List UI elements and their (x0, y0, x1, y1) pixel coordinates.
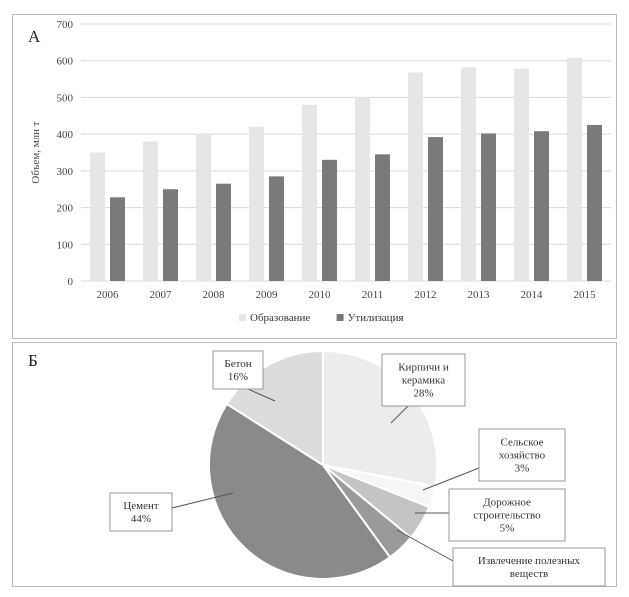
bar-utilization (163, 189, 178, 281)
panel-label-a: А (28, 27, 41, 46)
callout-box (212, 350, 264, 390)
slice-name-label: керамика (402, 375, 445, 387)
x-tick-label: 2011 (362, 289, 384, 301)
bar-chart: 0 100 200 300 400 500 600 700 2006 2007 2008 2009 20… (30, 19, 611, 324)
callout-leader (396, 529, 454, 562)
slice-name-label: Сельское (500, 437, 543, 449)
x-tick-label: 2010 (309, 289, 332, 301)
bar-formation (567, 57, 582, 281)
callout-box (478, 428, 566, 482)
callout-leader (171, 492, 234, 509)
bar-formation (514, 68, 529, 281)
y-tick-label: 400 (57, 129, 74, 141)
pie-chart-panel: Б Кирпичи и керамика 28% Сельское хозяйство 3… (12, 342, 617, 587)
y-axis-title: Объем, млн т (30, 121, 42, 183)
bar-utilization (534, 131, 549, 281)
legend-label: Образование (250, 312, 310, 324)
slice-name-label: хозяйство (499, 450, 546, 462)
x-tick-label: 2014 (521, 289, 544, 301)
slice-name-label: Бетон (224, 358, 251, 370)
y-tick-label: 0 (68, 276, 74, 288)
x-tick-label: 2012 (415, 289, 437, 301)
callout-leader (247, 388, 276, 402)
callout-box (448, 488, 566, 542)
slice-percent-label: 3% (515, 463, 530, 475)
bar-formation (355, 97, 370, 281)
legend-label: Утилизация (348, 312, 404, 324)
callout-box (381, 353, 466, 407)
slice-percent-label: 28% (413, 388, 433, 400)
callout-box (109, 492, 173, 532)
bar-formation (143, 141, 158, 281)
x-tick-label: 2008 (203, 289, 226, 301)
bar-utilization (216, 183, 231, 281)
slice-name-label: Извлечение полезных (478, 555, 581, 567)
x-tick-label: 2015 (574, 289, 597, 301)
y-tick-label: 200 (57, 203, 74, 215)
pie-slice (208, 402, 392, 580)
panel-label-b: Б (28, 351, 38, 370)
bar-utilization (428, 137, 443, 281)
x-tick-label: 2013 (468, 289, 491, 301)
bar-utilization (587, 124, 602, 281)
x-tick-label: 2007 (150, 289, 173, 301)
y-tick-label: 100 (57, 239, 74, 251)
callout-leader (422, 467, 480, 491)
callout-box (452, 547, 606, 587)
y-tick-label: 300 (57, 166, 74, 178)
bar-formation (90, 152, 105, 281)
slice-percent-label: 16% (228, 371, 248, 383)
x-tick-label: 2006 (97, 289, 120, 301)
slice-percent-label: 5% (500, 523, 515, 535)
bar-formation (461, 67, 476, 281)
slice-name-label: веществ (510, 568, 549, 580)
bar-chart-panel: А 0 100 200 300 400 500 600 700 2006 2007 2008 2009… (12, 14, 617, 339)
y-tick-label: 700 (57, 19, 74, 31)
bar-utilization (269, 176, 284, 281)
bar-utilization (110, 197, 125, 281)
bar-utilization (481, 133, 496, 281)
legend-swatch (239, 314, 246, 321)
x-tick-label: 2009 (256, 289, 279, 301)
bar-formation (302, 104, 317, 282)
slice-name-label: Кирпичи и (398, 362, 449, 374)
bar-formation (249, 126, 264, 281)
legend-swatch (336, 314, 344, 321)
bar-formation (196, 134, 211, 281)
y-tick-label: 500 (57, 92, 74, 104)
bar-formation (408, 72, 423, 281)
slice-name-label: Цемент (123, 500, 159, 512)
bar-utilization (375, 154, 390, 281)
bar-utilization (322, 159, 337, 281)
slice-name-label: Дорожное (483, 497, 531, 509)
slice-name-label: строительство (473, 510, 541, 522)
slice-percent-label: 44% (131, 513, 151, 525)
y-tick-label: 600 (57, 56, 74, 68)
callout-leader (390, 405, 409, 424)
